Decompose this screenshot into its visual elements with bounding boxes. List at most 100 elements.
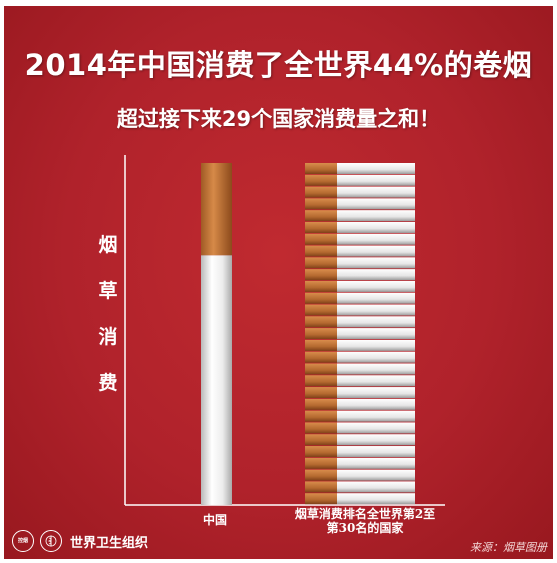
stacked-cigarette-filter bbox=[305, 280, 337, 292]
stacked-cigarette bbox=[305, 363, 415, 375]
tobacco-control-logo-text: 控烟 bbox=[17, 538, 28, 544]
stacked-cigarette bbox=[305, 269, 415, 281]
stacked-cigarette-filter bbox=[305, 387, 337, 399]
stacked-cigarette-paper bbox=[337, 457, 415, 469]
stacked-cigarette bbox=[305, 163, 415, 174]
stacked-cigarette bbox=[305, 375, 415, 387]
source-note: 来源：烟草图册 bbox=[470, 541, 547, 554]
y-axis-label-char: 草 bbox=[98, 280, 118, 302]
stacked-cigarette-paper bbox=[337, 434, 415, 446]
china-cigarette-paper bbox=[201, 255, 232, 505]
stacked-cigarette-filter bbox=[305, 398, 337, 410]
stacked-cigarette-filter bbox=[305, 304, 337, 316]
chart-title: 2014年中国消费了全世界44%的卷烟 bbox=[24, 48, 533, 82]
stacked-cigarette-filter bbox=[305, 186, 337, 198]
y-axis-label-char: 消 bbox=[98, 326, 118, 348]
stacked-cigarette-paper bbox=[337, 233, 415, 245]
stacked-cigarette bbox=[305, 257, 415, 269]
stacked-cigarette-filter bbox=[305, 292, 337, 304]
stacked-cigarette bbox=[305, 457, 415, 469]
stacked-cigarette-paper bbox=[337, 481, 415, 493]
stacked-cigarette-paper bbox=[337, 245, 415, 257]
stacked-cigarette-paper bbox=[337, 446, 415, 458]
stacked-cigarette-filter bbox=[305, 245, 337, 257]
who-emblem-icon bbox=[40, 530, 62, 552]
stacked-cigarette-paper bbox=[337, 163, 415, 174]
stacked-cigarette bbox=[305, 292, 415, 304]
stacked-cigarette-paper bbox=[337, 469, 415, 481]
stacked-cigarette-paper bbox=[337, 316, 415, 328]
logo-row: 控烟 世界卫生组织 bbox=[12, 529, 148, 553]
stacked-cigarette bbox=[305, 339, 415, 351]
stacked-cigarette-filter bbox=[305, 328, 337, 340]
stacked-cigarette-filter bbox=[305, 233, 337, 245]
china-cigarette-filter bbox=[201, 163, 232, 256]
stacked-cigarette bbox=[305, 387, 415, 399]
stacked-cigarette bbox=[305, 469, 415, 481]
stacked-cigarette-paper bbox=[337, 363, 415, 375]
stacked-cigarette-paper bbox=[337, 198, 415, 210]
stacked-cigarette-paper bbox=[337, 210, 415, 222]
stacked-cigarette-paper bbox=[337, 221, 415, 233]
stacked-cigarette bbox=[305, 316, 415, 328]
stacked-cigarette-paper bbox=[337, 422, 415, 434]
stacked-cigarette-paper bbox=[337, 410, 415, 422]
stacked-cigarette-filter bbox=[305, 174, 337, 186]
stacked-cigarette-paper bbox=[337, 398, 415, 410]
stacked-cigarette bbox=[305, 233, 415, 245]
stacked-cigarette bbox=[305, 481, 415, 493]
who-name: 世界卫生组织 bbox=[70, 535, 149, 551]
y-axis-label: 烟 草 消 费 bbox=[94, 230, 122, 414]
stacked-cigarette-filter bbox=[305, 316, 337, 328]
stacked-cigarette-filter bbox=[305, 198, 337, 210]
stacked-cigarette-filter bbox=[305, 375, 337, 387]
stacked-cigarette-filter bbox=[305, 481, 337, 493]
stacked-cigarette bbox=[305, 174, 415, 186]
y-axis-label-char: 费 bbox=[98, 372, 118, 394]
stacked-cigarette-filter bbox=[305, 363, 337, 375]
stacked-cigarette bbox=[305, 328, 415, 340]
stacked-cigarette bbox=[305, 198, 415, 210]
stacked-cigarette-filter bbox=[305, 434, 337, 446]
stacked-cigarette-filter bbox=[305, 457, 337, 469]
stacked-cigarette-filter bbox=[305, 446, 337, 458]
stacked-cigarette-paper bbox=[337, 304, 415, 316]
stacked-cigarette-paper bbox=[337, 375, 415, 387]
bar-china-cigarette bbox=[201, 163, 232, 505]
stacked-cigarette-filter bbox=[305, 210, 337, 222]
stacked-cigarette-paper bbox=[337, 328, 415, 340]
stacked-cigarette-filter bbox=[305, 257, 337, 269]
stacked-cigarette-filter bbox=[305, 469, 337, 481]
stacked-cigarette bbox=[305, 210, 415, 222]
stacked-cigarette-filter bbox=[305, 269, 337, 281]
stacked-cigarette bbox=[305, 186, 415, 198]
stacked-cigarette-paper bbox=[337, 339, 415, 351]
stacked-cigarette-filter bbox=[305, 163, 337, 174]
stacked-cigarette bbox=[305, 221, 415, 233]
stacked-cigarette bbox=[305, 304, 415, 316]
stacked-cigarette bbox=[305, 422, 415, 434]
stacked-cigarette bbox=[305, 398, 415, 410]
stacked-cigarette bbox=[305, 434, 415, 446]
stacked-cigarette-filter bbox=[305, 410, 337, 422]
stacked-cigarette-paper bbox=[337, 387, 415, 399]
stacked-cigarette-filter bbox=[305, 351, 337, 363]
tobacco-control-logo: 控烟 bbox=[12, 530, 34, 552]
stacked-cigarette-paper bbox=[337, 269, 415, 281]
stacked-cigarette-paper bbox=[337, 257, 415, 269]
stacked-cigarette-paper bbox=[337, 493, 415, 505]
stacked-cigarette-filter bbox=[305, 221, 337, 233]
stacked-cigarette-paper bbox=[337, 186, 415, 198]
stacked-cigarette bbox=[305, 280, 415, 292]
who-staff-icon bbox=[45, 535, 57, 547]
stacked-cigarette bbox=[305, 446, 415, 458]
stacked-cigarette bbox=[305, 410, 415, 422]
y-axis-label-char: 烟 bbox=[98, 234, 118, 256]
stacked-cigarette bbox=[305, 351, 415, 363]
stacked-cigarette-filter bbox=[305, 493, 337, 505]
stacked-cigarette-filter bbox=[305, 422, 337, 434]
stacked-cigarette-paper bbox=[337, 292, 415, 304]
stacked-cigarette-paper bbox=[337, 174, 415, 186]
x-tick-label-others: 烟草消费排名全世界第2至第30名的国家 bbox=[294, 507, 436, 535]
